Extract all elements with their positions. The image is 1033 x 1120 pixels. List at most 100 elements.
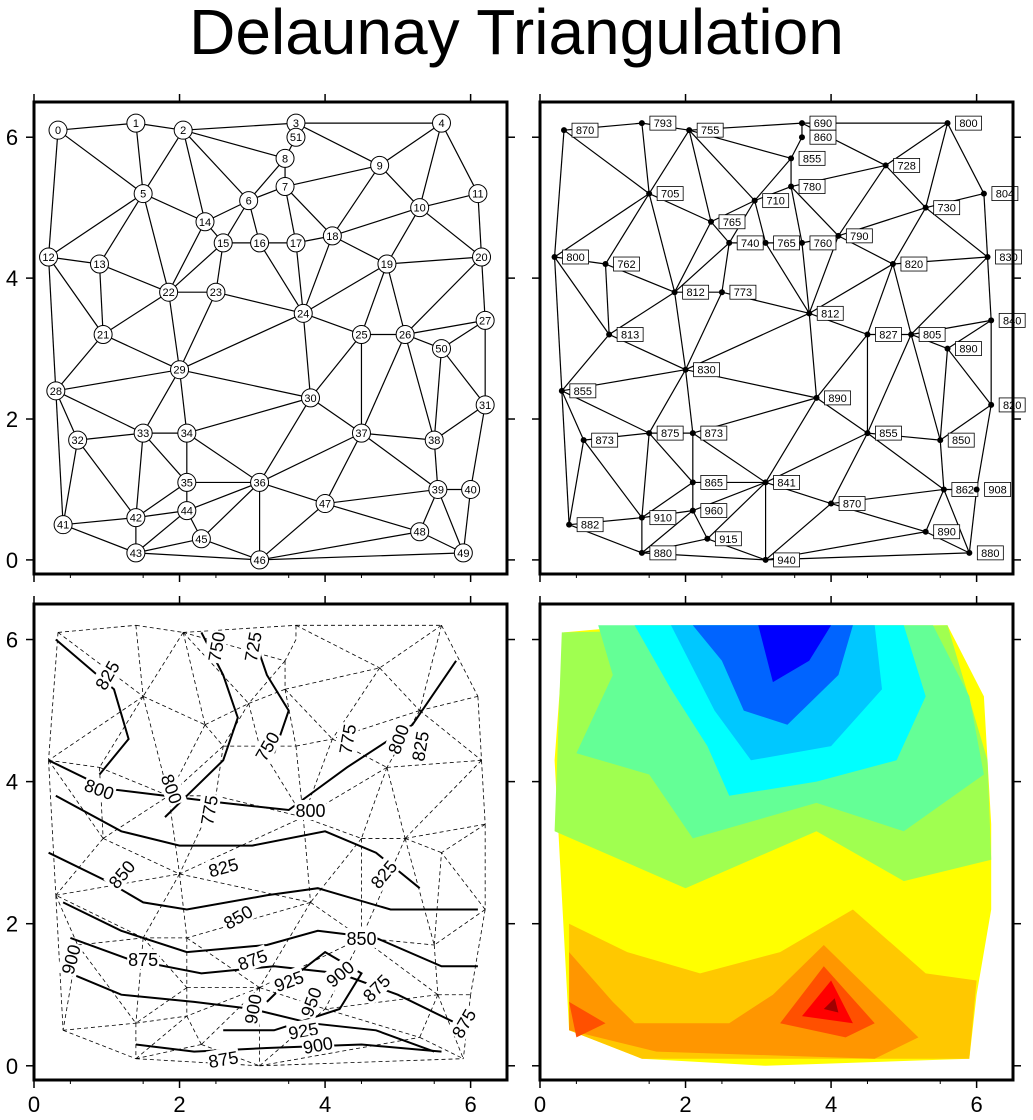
- triangle-edge: [765, 432, 868, 483]
- value-label: 730: [937, 203, 955, 215]
- data-point: [798, 134, 805, 141]
- value-label-box: [656, 186, 684, 201]
- triangle-edge: [648, 129, 690, 194]
- triangle-edge: [142, 129, 184, 194]
- node-marker: [133, 184, 153, 204]
- triangle-edge-dashed: [284, 688, 333, 740]
- triangle-edge: [135, 433, 144, 518]
- node-marker: [472, 247, 492, 267]
- contour-line: [62, 901, 478, 968]
- triangle-edge-dashed: [204, 703, 249, 726]
- node-marker: [286, 233, 306, 253]
- triangle-edge: [142, 432, 188, 483]
- node-marker: [213, 233, 233, 253]
- panel-br-frame: [538, 602, 1015, 1082]
- triangle-edge-dashed: [168, 795, 180, 875]
- triangle-edge: [674, 242, 730, 293]
- node-label: 15: [217, 238, 229, 250]
- value-label: 827: [879, 329, 897, 341]
- triangle-edge: [55, 390, 144, 434]
- triangle-edge: [561, 390, 570, 525]
- value-label: 873: [705, 428, 723, 440]
- value-label: 765: [777, 238, 795, 250]
- triangle-edge: [178, 369, 188, 434]
- triangle-edge: [674, 292, 687, 370]
- node-label: 34: [181, 428, 193, 440]
- node-label: 1: [133, 118, 139, 130]
- value-label: 841: [777, 477, 795, 489]
- contour-label: 750: [204, 630, 229, 663]
- value-label-box: [824, 390, 851, 406]
- triangle-edge: [790, 136, 803, 159]
- triangle-edge-dashed: [179, 873, 311, 903]
- triangle-edge-dashed: [57, 632, 144, 697]
- node-marker: [275, 177, 295, 197]
- contour-label-bg: [103, 855, 140, 893]
- triangle-edge: [816, 334, 868, 399]
- triangle-edge: [563, 129, 650, 195]
- value-label-box: [933, 524, 961, 540]
- value-label-box: [693, 362, 720, 378]
- value-label: 773: [734, 287, 752, 299]
- node-label: 7: [282, 182, 288, 194]
- triangle-edge-dashed: [55, 895, 79, 946]
- triangle-edge-dashed: [99, 767, 169, 797]
- triangle-edge: [561, 390, 585, 441]
- value-label-box: [649, 545, 677, 561]
- contour-label-bg: [345, 927, 378, 948]
- triangle-edge-dashed: [441, 625, 479, 697]
- data-point: [638, 514, 645, 521]
- triangle-edge-dashed: [179, 816, 304, 875]
- x-tick-label: 6: [464, 1092, 476, 1117]
- triangle-edge: [710, 221, 730, 244]
- value-label: 805: [923, 329, 941, 341]
- triangle-edge: [182, 130, 206, 222]
- value-label-box: [984, 482, 1012, 497]
- triangle-edge: [361, 432, 439, 490]
- value-label: 850: [952, 435, 970, 447]
- triangle-edge-dashed: [295, 624, 380, 669]
- triangle-edge: [986, 256, 992, 321]
- data-point: [922, 204, 929, 211]
- triangle-edge: [386, 263, 406, 335]
- value-label: 855: [879, 428, 897, 440]
- triangle-edge: [63, 517, 136, 526]
- triangle-edge-dashed: [55, 895, 64, 1031]
- triangle-edge-dashed: [379, 667, 420, 711]
- triangle-edge: [983, 193, 989, 258]
- data-point: [922, 528, 929, 535]
- triangle-edge-dashed: [142, 695, 206, 726]
- triangle-edge-dashed: [259, 902, 311, 988]
- data-point: [988, 317, 995, 324]
- data-point: [798, 120, 805, 127]
- triangle-edge: [765, 503, 832, 561]
- node-marker: [275, 148, 295, 168]
- value-label-box: [656, 425, 684, 441]
- value-label: 800: [959, 118, 977, 130]
- data-point: [558, 387, 565, 394]
- triangle-edge: [910, 256, 988, 335]
- value-label-box: [571, 122, 599, 138]
- triangle-edge: [215, 291, 304, 314]
- y-tick-label: 2: [6, 407, 18, 432]
- node-label: 35: [181, 477, 193, 489]
- triangle-edge-dashed: [102, 795, 169, 839]
- x-tick-label: 2: [679, 1092, 691, 1117]
- node-marker: [170, 360, 190, 380]
- contour-label-bg: [218, 899, 257, 934]
- triangle-edge: [259, 552, 464, 561]
- triangle-edge-dashed: [295, 738, 333, 747]
- triangle-edge: [433, 348, 443, 441]
- node-label: 17: [290, 238, 302, 250]
- triangle-edge: [754, 200, 767, 244]
- node-label: 30: [304, 393, 316, 405]
- triangle-edge-dashed: [386, 767, 406, 839]
- node-label: 44: [181, 506, 193, 518]
- value-label: 915: [719, 534, 737, 546]
- node-marker: [377, 254, 397, 274]
- node-label: 38: [428, 435, 440, 447]
- data-point: [646, 430, 653, 437]
- value-label-box: [682, 284, 710, 300]
- value-label: 760: [814, 238, 832, 250]
- contour-label: 900: [241, 993, 266, 1026]
